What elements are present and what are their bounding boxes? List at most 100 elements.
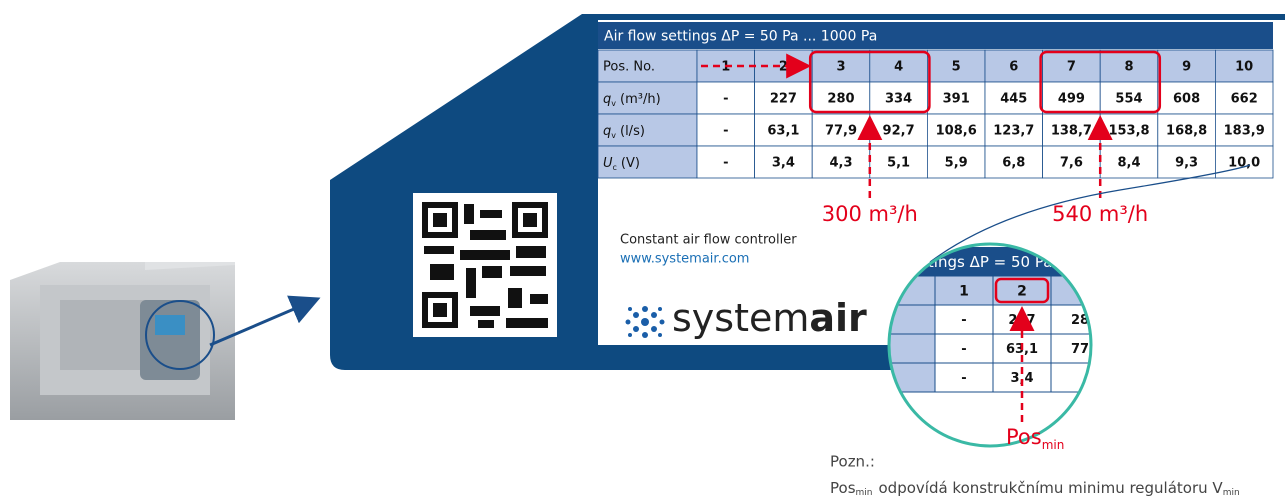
cell bbox=[1099, 145, 1159, 179]
header-cell: 9 bbox=[1182, 60, 1191, 75]
pos-min-sub: min bbox=[1042, 438, 1065, 452]
highlight-box bbox=[1039, 50, 1162, 114]
cell bbox=[696, 145, 755, 179]
value-cell: 3,4 bbox=[772, 156, 795, 171]
row-unit: (l/s) bbox=[620, 124, 645, 139]
header-cell: 4 bbox=[894, 60, 903, 75]
row-unit: (V) bbox=[621, 156, 640, 171]
cell bbox=[754, 113, 813, 147]
zoom-cell bbox=[1050, 333, 1091, 364]
value-cell: 9,3 bbox=[1175, 156, 1198, 171]
value-cell: - bbox=[723, 156, 728, 171]
pos-min-label: Posmin bbox=[1006, 425, 1064, 452]
header-cell: 2 bbox=[779, 60, 788, 75]
value-cell: 499 bbox=[1058, 92, 1085, 107]
cell bbox=[811, 49, 871, 83]
note-body: odpovídá konstrukčnímu minimu regulátoru… bbox=[879, 479, 1224, 497]
cell bbox=[984, 49, 1043, 83]
cell bbox=[927, 49, 986, 83]
value-cell: - bbox=[723, 92, 728, 107]
value-cell: 108,6 bbox=[936, 124, 977, 139]
value-cell: 391 bbox=[943, 92, 970, 107]
row-unit: (m³/h) bbox=[620, 92, 661, 107]
table-title-bar bbox=[598, 22, 1273, 49]
cell bbox=[1042, 49, 1101, 83]
zoom-value-cell: - bbox=[961, 313, 966, 328]
cell bbox=[1157, 81, 1216, 115]
value-cell: 168,8 bbox=[1166, 124, 1207, 139]
cell bbox=[1157, 113, 1216, 147]
zoom-header-cell: 2 bbox=[1017, 284, 1027, 300]
row-label-cell bbox=[597, 145, 698, 179]
value-cell: 92,7 bbox=[883, 124, 915, 139]
cell bbox=[984, 81, 1043, 115]
value-cell: 280 bbox=[827, 92, 854, 107]
header-cell: 3 bbox=[836, 60, 845, 75]
product-url: www.systemair.com bbox=[620, 252, 749, 267]
value-cell: 6,8 bbox=[1002, 156, 1025, 171]
annotation: 300 m³/h bbox=[822, 202, 918, 226]
zoom-title: settings ΔP = 50 Pa ... bbox=[905, 253, 1072, 271]
header-cell: 6 bbox=[1009, 60, 1018, 75]
highlight-box bbox=[994, 277, 1050, 304]
value-cell: 153,8 bbox=[1108, 124, 1149, 139]
row-label-cell bbox=[597, 49, 698, 83]
row-label: qv (m³/h) bbox=[603, 92, 661, 108]
zoom-ring bbox=[887, 242, 1093, 448]
header-cell: Pos. No. bbox=[603, 60, 655, 75]
row-symbol: q bbox=[603, 92, 611, 107]
cell bbox=[1157, 145, 1216, 179]
row-subscript: v bbox=[611, 99, 616, 108]
row-subscript: c bbox=[613, 163, 617, 172]
cell bbox=[811, 145, 871, 179]
cell bbox=[869, 81, 928, 115]
value-cell: 662 bbox=[1231, 92, 1258, 107]
annotation: 540 m³/h bbox=[1052, 202, 1148, 226]
row-label: qv (l/s) bbox=[603, 124, 645, 140]
cell bbox=[1099, 49, 1159, 83]
cell bbox=[754, 145, 813, 179]
value-cell: 8,4 bbox=[1117, 156, 1140, 171]
value-cell: 608 bbox=[1173, 92, 1200, 107]
qr-code bbox=[413, 193, 557, 337]
pointer-arrow bbox=[209, 295, 321, 347]
note-heading: Pozn.: bbox=[830, 453, 875, 471]
row-subscript: v bbox=[611, 131, 616, 140]
value-cell: 227 bbox=[770, 92, 797, 107]
zoom-value-cell: 28 bbox=[1071, 313, 1089, 328]
value-cell: 138,7 bbox=[1051, 124, 1092, 139]
value-cell: 5,1 bbox=[887, 156, 910, 171]
product-name: Constant air flow controller bbox=[620, 233, 797, 248]
note-pos-sub: min bbox=[856, 488, 873, 498]
value-cell: 334 bbox=[885, 92, 912, 107]
note-text: Posmin odpovídá konstrukčnímu minimu regu… bbox=[830, 479, 1240, 498]
cell bbox=[1215, 81, 1274, 115]
zoom-header-cell: 1 bbox=[959, 284, 969, 300]
row-label-cell bbox=[597, 81, 698, 115]
value-cell: 63,1 bbox=[767, 124, 799, 139]
cell bbox=[927, 113, 986, 147]
zoom-cell bbox=[934, 362, 994, 393]
row-label: Uc (V) bbox=[603, 156, 640, 172]
header-cell: 8 bbox=[1124, 60, 1133, 75]
zoom-label-cell bbox=[889, 333, 936, 364]
logo-bold: air bbox=[809, 296, 867, 340]
row-symbol: q bbox=[603, 124, 611, 139]
header-cell: 10 bbox=[1235, 60, 1253, 75]
cell bbox=[984, 145, 1043, 179]
zoom-cell bbox=[934, 304, 994, 335]
table-title: Air flow settings ΔP = 50 Pa ... 1000 Pa bbox=[604, 29, 877, 45]
value-cell: 5,9 bbox=[945, 156, 968, 171]
value-cell: 10,0 bbox=[1228, 156, 1260, 171]
cell bbox=[696, 81, 755, 115]
value-cell: 183,9 bbox=[1224, 124, 1265, 139]
row-symbol: U bbox=[603, 156, 613, 171]
value-cell: 7,6 bbox=[1060, 156, 1083, 171]
cell bbox=[927, 81, 986, 115]
zoom-value-cell: - bbox=[961, 342, 966, 357]
value-cell: 123,7 bbox=[993, 124, 1034, 139]
highlight-box bbox=[808, 50, 931, 114]
header-cell: 5 bbox=[952, 60, 961, 75]
header-cell: 7 bbox=[1067, 60, 1076, 75]
